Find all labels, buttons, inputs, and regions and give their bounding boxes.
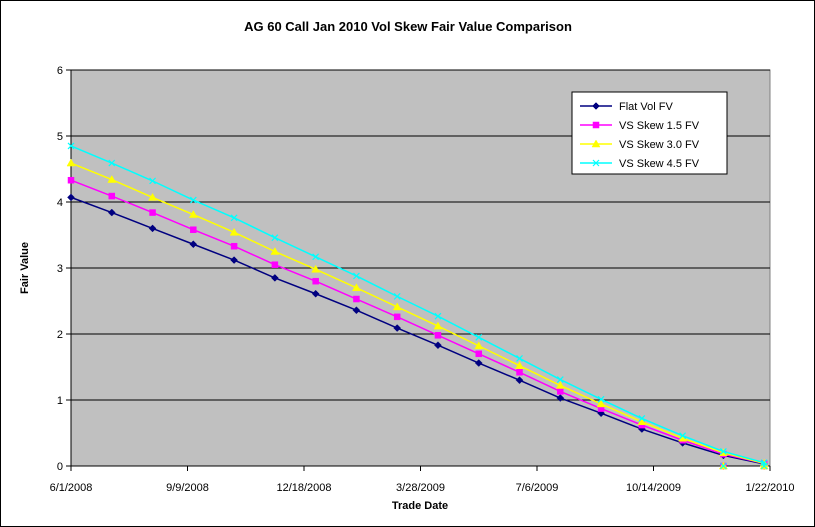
data-point [230, 256, 238, 264]
data-point [475, 350, 482, 358]
data-point [270, 246, 280, 255]
legend-label: VS Skew 3.0 FV [619, 139, 700, 151]
data-point [475, 333, 483, 341]
data-point [108, 192, 116, 200]
data-point [107, 175, 117, 183]
data-point [190, 226, 197, 233]
x-tick-label: 6/1/2008 [50, 482, 93, 494]
data-point [392, 302, 402, 311]
data-point [271, 234, 279, 242]
legend-marker [592, 159, 600, 167]
data-point [271, 274, 279, 282]
y-axis-title: Fair Value [19, 242, 31, 294]
data-point [148, 192, 157, 201]
data-point [760, 462, 768, 470]
data-point [67, 142, 75, 150]
data-point [67, 176, 75, 184]
data-point [393, 324, 402, 332]
data-point [433, 321, 443, 330]
data-point [393, 292, 401, 300]
legend-label: VS Skew 1.5 FV [619, 120, 700, 132]
legend-marker [592, 102, 600, 110]
data-point [352, 306, 361, 315]
data-point [148, 224, 157, 233]
x-tick-label: 10/14/2009 [626, 482, 681, 494]
data-point [474, 341, 484, 350]
legend-marker [592, 121, 600, 129]
data-point [311, 289, 320, 298]
legend-item: VS Skew 1.5 FV [580, 120, 700, 132]
series-4 [67, 142, 768, 470]
data-point [516, 369, 523, 376]
data-point [311, 264, 321, 273]
data-point [312, 253, 320, 261]
data-point [434, 341, 442, 350]
x-tick-label: 1/22/2010 [746, 482, 795, 494]
x-tick-label: 7/6/2009 [516, 482, 559, 494]
x-tick-labels: 6/1/2008 9/9/2008 12/18/2008 3/28/2009 7/6/2… [50, 482, 795, 494]
data-point [66, 158, 76, 167]
data-point [230, 214, 238, 222]
data-point [516, 354, 523, 362]
legend-label: Flat Vol FV [619, 101, 673, 113]
y-tick-labels: 0 1 2 3 4 5 6 [57, 65, 63, 473]
data-point [638, 415, 646, 422]
data-point [515, 361, 524, 369]
x-axis-title: Trade Date [392, 500, 448, 512]
data-point [353, 272, 360, 280]
data-point [149, 177, 156, 185]
data-point [555, 380, 565, 389]
y-tick-label: 1 [57, 395, 63, 407]
legend-item: VS Skew 3.0 FV [580, 139, 700, 151]
x-tick-label: 9/9/2008 [166, 482, 209, 494]
data-point [230, 242, 238, 250]
data-point [188, 210, 198, 218]
y-tick-label: 4 [57, 197, 63, 209]
data-point [353, 295, 360, 303]
data-point [108, 159, 116, 167]
data-point [556, 394, 565, 402]
y-tick-label: 0 [57, 461, 63, 473]
legend-label: VS Skew 4.5 FV [619, 158, 700, 170]
y-tick-label: 6 [57, 65, 63, 77]
data-point [556, 376, 564, 383]
data-point [189, 196, 197, 204]
data-point [351, 283, 361, 292]
chart-title: AG 60 Call Jan 2010 Vol Skew Fair Value … [244, 19, 572, 34]
axes [66, 69, 771, 471]
data-point [597, 395, 605, 403]
legend: Flat Vol FV VS Skew 1.5 FV VS Skew 3.0 FV V… [571, 91, 728, 175]
data-point [312, 277, 319, 285]
data-point [679, 432, 687, 440]
data-point [515, 376, 524, 385]
legend-item: Flat Vol FV [580, 101, 673, 113]
data-point [393, 313, 401, 321]
series-layer [66, 142, 769, 470]
data-point [107, 208, 116, 217]
x-tick-label: 12/18/2008 [276, 482, 331, 494]
y-tick-label: 2 [57, 329, 63, 341]
data-point [229, 227, 239, 236]
data-point [719, 448, 727, 455]
data-point [149, 209, 156, 216]
y-tick-label: 3 [57, 263, 63, 275]
data-point [474, 359, 483, 367]
data-point [189, 240, 198, 249]
legend-item: VS Skew 4.5 FV [580, 158, 700, 170]
data-point [434, 312, 442, 320]
data-point [434, 332, 442, 339]
x-tick-label: 3/28/2009 [396, 482, 445, 494]
data-point [67, 193, 75, 202]
data-point [596, 399, 606, 408]
data-point [719, 462, 727, 470]
data-point [557, 388, 564, 395]
series-3 [66, 158, 769, 470]
legend-marker [591, 139, 601, 148]
y-tick-label: 5 [57, 131, 63, 143]
data-point [271, 261, 279, 268]
